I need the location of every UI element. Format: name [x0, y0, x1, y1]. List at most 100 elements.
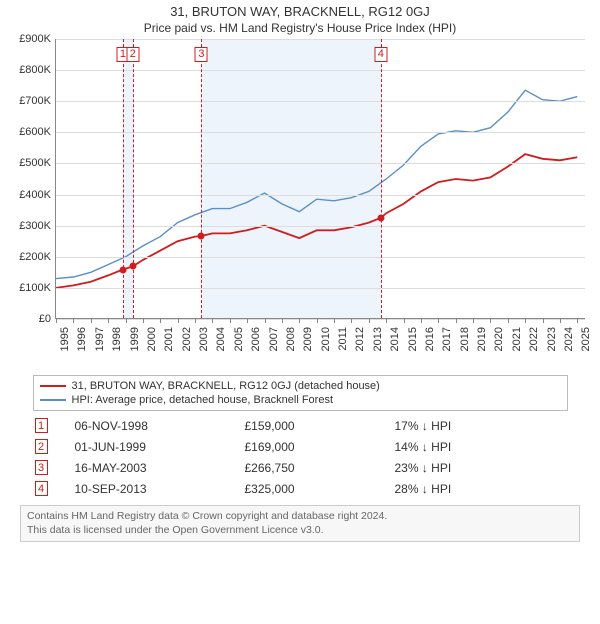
x-axis-label: 2002	[181, 327, 193, 351]
chart-svg	[56, 39, 586, 319]
x-axis-label: 2025	[580, 327, 592, 351]
x-axis-label: 2016	[424, 327, 436, 351]
x-tick	[265, 319, 266, 323]
event-delta: 14% ↓ HPI	[393, 436, 568, 457]
y-axis-label: £400K	[10, 189, 51, 201]
event-delta: 23% ↓ HPI	[393, 457, 568, 478]
footnote-line: Contains HM Land Registry data © Crown c…	[27, 510, 573, 524]
event-number: 4	[35, 481, 48, 496]
gridline	[56, 288, 585, 289]
event-line	[123, 39, 124, 318]
legend-item: 31, BRUTON WAY, BRACKNELL, RG12 0GJ (det…	[40, 379, 561, 393]
x-tick	[73, 319, 74, 323]
x-axis-label: 2012	[354, 327, 366, 351]
x-tick	[195, 319, 196, 323]
data-point	[198, 233, 205, 240]
x-tick	[230, 319, 231, 323]
x-tick	[351, 319, 352, 323]
x-tick	[282, 319, 283, 323]
x-axis-label: 2008	[285, 327, 297, 351]
gridline	[56, 101, 585, 102]
x-axis-label: 2023	[546, 327, 558, 351]
x-axis-label: 2021	[511, 327, 523, 351]
event-price: £325,000	[243, 478, 393, 499]
x-axis-label: 2015	[407, 327, 419, 351]
x-axis-label: 1999	[129, 327, 141, 351]
footnote-line: This data is licensed under the Open Gov…	[27, 524, 573, 538]
data-point	[129, 263, 136, 270]
y-axis-label: £200K	[10, 251, 51, 263]
x-tick	[577, 319, 578, 323]
event-delta: 28% ↓ HPI	[393, 478, 568, 499]
event-marker: 2	[126, 47, 139, 62]
x-axis-label: 2007	[268, 327, 280, 351]
gridline	[56, 226, 585, 227]
legend-label: 31, BRUTON WAY, BRACKNELL, RG12 0GJ (det…	[72, 380, 380, 392]
y-axis-label: £800K	[10, 64, 51, 76]
data-point	[377, 214, 384, 221]
x-axis-label: 2006	[250, 327, 262, 351]
x-axis-label: 2018	[459, 327, 471, 351]
x-tick	[299, 319, 300, 323]
x-tick	[247, 319, 248, 323]
x-tick	[91, 319, 92, 323]
y-axis-label: £0	[10, 313, 51, 325]
x-tick	[334, 319, 335, 323]
event-number: 3	[35, 460, 48, 475]
event-price: £266,750	[243, 457, 393, 478]
event-date: 01-JUN-1999	[73, 436, 243, 457]
legend: 31, BRUTON WAY, BRACKNELL, RG12 0GJ (det…	[33, 375, 568, 411]
x-axis-label: 2020	[493, 327, 505, 351]
gridline	[56, 132, 585, 133]
event-row: 3 16-MAY-2003£266,75023% ↓ HPI	[33, 457, 568, 478]
x-tick	[126, 319, 127, 323]
x-tick	[212, 319, 213, 323]
event-date: 16-MAY-2003	[73, 457, 243, 478]
x-tick	[404, 319, 405, 323]
x-axis-label: 2017	[441, 327, 453, 351]
x-tick	[108, 319, 109, 323]
y-axis-label: £900K	[10, 33, 51, 45]
y-axis-label: £600K	[10, 126, 51, 138]
x-tick	[508, 319, 509, 323]
events-table: 106-NOV-1998£159,00017% ↓ HPI201-JUN-199…	[33, 415, 568, 499]
legend-swatch	[40, 399, 66, 401]
legend-label: HPI: Average price, detached house, Brac…	[72, 394, 334, 406]
x-axis-label: 2011	[337, 327, 349, 351]
event-row: 410-SEP-2013£325,00028% ↓ HPI	[33, 478, 568, 499]
event-line	[381, 39, 382, 318]
x-axis-label: 2009	[302, 327, 314, 351]
plot-area: 1234	[55, 39, 585, 319]
x-tick	[560, 319, 561, 323]
gridline	[56, 163, 585, 164]
x-axis-label: 2003	[198, 327, 210, 351]
x-axis-label: 2022	[528, 327, 540, 351]
footnote: Contains HM Land Registry data © Crown c…	[20, 505, 580, 542]
x-axis-label: 1998	[111, 327, 123, 351]
legend-swatch	[40, 385, 66, 387]
event-price: £169,000	[243, 436, 393, 457]
event-number: 1	[35, 418, 48, 433]
event-line	[133, 39, 134, 318]
x-axis-label: 2005	[233, 327, 245, 351]
gridline	[56, 39, 585, 40]
series-hpi	[56, 90, 577, 278]
event-row: 106-NOV-1998£159,00017% ↓ HPI	[33, 415, 568, 436]
event-price: £159,000	[243, 415, 393, 436]
gridline	[56, 319, 585, 320]
x-tick	[421, 319, 422, 323]
x-tick	[525, 319, 526, 323]
x-axis-label: 2024	[563, 327, 575, 351]
y-axis-label: £700K	[10, 95, 51, 107]
gridline	[56, 195, 585, 196]
x-axis-label: 2013	[372, 327, 384, 351]
x-axis-label: 2014	[389, 327, 401, 351]
event-marker: 4	[374, 47, 387, 62]
event-delta: 17% ↓ HPI	[393, 415, 568, 436]
gridline	[56, 257, 585, 258]
x-tick	[143, 319, 144, 323]
x-tick	[178, 319, 179, 323]
x-axis-label: 2019	[476, 327, 488, 351]
chart-title: 31, BRUTON WAY, BRACKNELL, RG12 0GJ	[0, 4, 600, 19]
x-axis-label: 2010	[320, 327, 332, 351]
